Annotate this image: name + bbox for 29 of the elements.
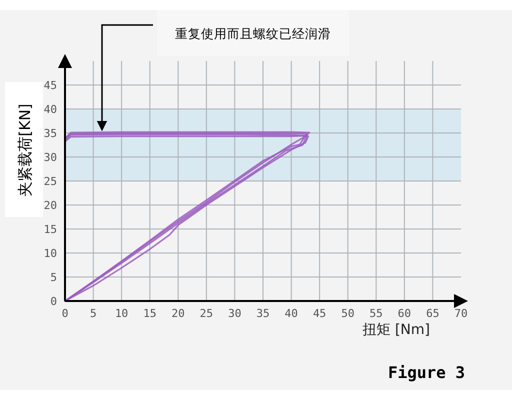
x-tick-label: 40 xyxy=(284,307,298,320)
y-tick-label: 40 xyxy=(44,103,57,116)
x-tick-label: 60 xyxy=(398,307,412,320)
x-tick-label: 65 xyxy=(426,307,440,320)
caption: Figure 3 xyxy=(388,363,465,382)
x-tick-label: 30 xyxy=(228,307,242,320)
x-axis-title: 扭矩 [Nm] xyxy=(362,322,430,338)
y-tick-label: 15 xyxy=(44,223,57,236)
x-tick-label: 5 xyxy=(90,307,97,320)
text: 重复使用而且螺纹已经润滑 xyxy=(175,26,331,41)
x-tick-label: 25 xyxy=(200,307,214,320)
x-tick-label: 50 xyxy=(341,307,354,320)
x-tick-label: 20 xyxy=(172,307,185,320)
y-tick-label: 30 xyxy=(44,151,57,164)
x-tick-label: 45 xyxy=(312,307,326,320)
x-tick-label: 0 xyxy=(62,307,68,320)
y-tick-label: 45 xyxy=(44,79,57,92)
y-tick-label: 0 xyxy=(50,295,57,308)
x-tick-label: 70 xyxy=(454,307,468,320)
x-tick-label: 55 xyxy=(370,307,383,320)
x-tick-label: 35 xyxy=(256,307,270,320)
y-tick-label: 35 xyxy=(44,127,57,140)
y-tick-label: 20 xyxy=(44,199,57,212)
y-tick-label: 25 xyxy=(44,175,57,188)
x-tick-label: 15 xyxy=(143,307,156,320)
y-tick-label: 5 xyxy=(50,271,57,284)
x-tick-label: 10 xyxy=(114,307,128,320)
y-axis-title: 夹紧载荷[KN] xyxy=(16,104,34,196)
y-tick-label: 10 xyxy=(44,247,57,260)
